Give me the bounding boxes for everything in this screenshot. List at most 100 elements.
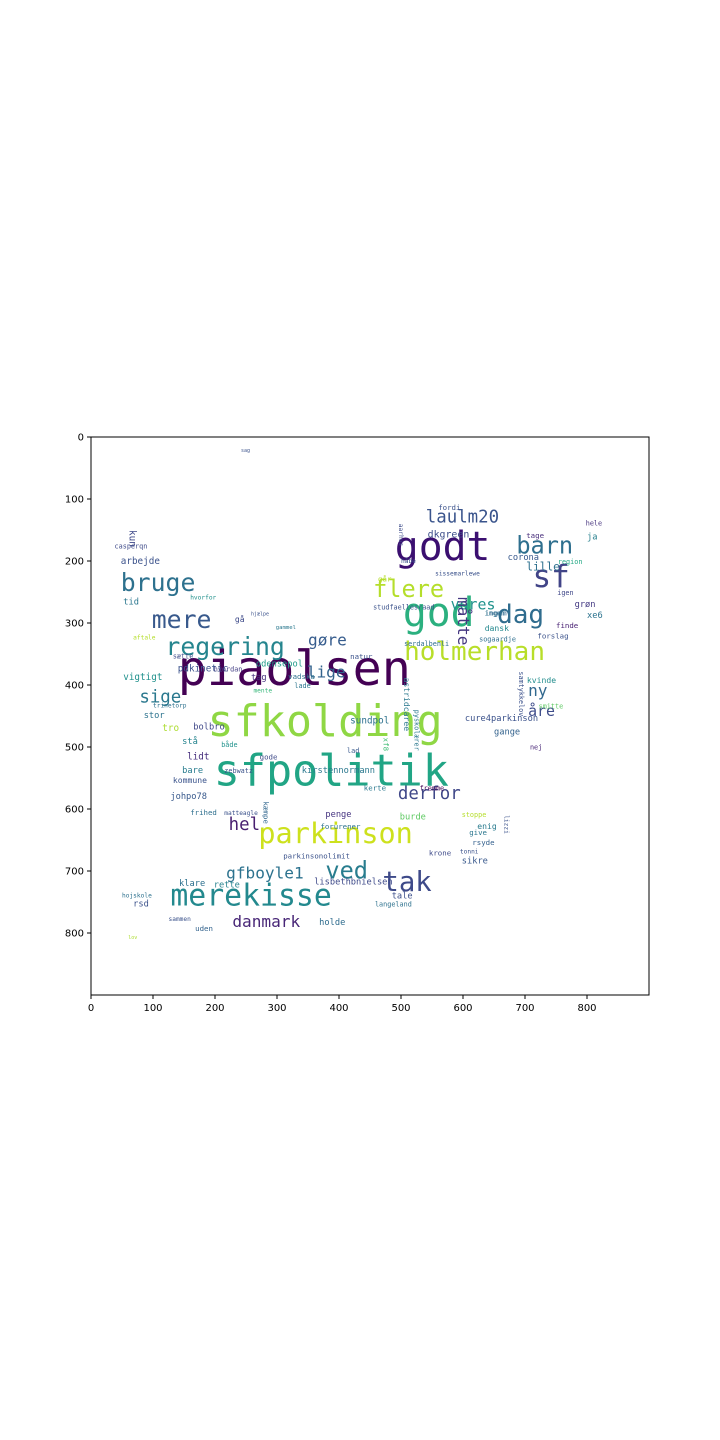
word-40: finde bbox=[556, 621, 579, 630]
word-109: hojskole bbox=[122, 893, 152, 900]
word-66: stor bbox=[144, 711, 165, 721]
word-27: åre bbox=[528, 702, 555, 720]
word-35: fordi bbox=[438, 503, 460, 512]
word-70: lidt bbox=[187, 751, 209, 762]
word-122: tonni bbox=[460, 849, 479, 856]
x-axis-ticks: 0 100 200 300 400 500 600 700 800 bbox=[88, 995, 597, 1014]
word-15: flere bbox=[373, 575, 444, 603]
word-6: parkinson bbox=[258, 817, 412, 850]
word-107: lov bbox=[128, 935, 137, 941]
word-18: laulm20 bbox=[426, 508, 499, 528]
word-96: give bbox=[469, 828, 487, 837]
word-82: gå bbox=[235, 614, 245, 624]
word-32: tage bbox=[526, 531, 544, 540]
x-tick-label-3: 300 bbox=[267, 1003, 286, 1014]
plot-area bbox=[90, 436, 650, 996]
y-tick-label-0: 0 bbox=[78, 433, 84, 444]
word-52: kirstennormann bbox=[302, 766, 375, 776]
word-16: ved bbox=[325, 856, 368, 884]
word-119: sissemarlewe bbox=[435, 570, 480, 577]
word-56: sikre bbox=[462, 857, 488, 867]
word-58: burde bbox=[400, 813, 426, 823]
word-75: rette bbox=[214, 881, 240, 891]
word-48: cure4parkinson bbox=[465, 714, 538, 724]
y-tick-label-7: 700 bbox=[65, 867, 84, 878]
word-10: dag bbox=[497, 600, 544, 630]
word-77: uden bbox=[195, 924, 213, 933]
word-62: vigtigt bbox=[123, 672, 162, 683]
word-46: samtykkelov bbox=[517, 671, 525, 716]
word-92: frihed bbox=[190, 808, 217, 817]
x-tick-label-6: 600 bbox=[453, 1003, 472, 1014]
y-tick-label-4: 400 bbox=[65, 681, 84, 692]
word-33: ja bbox=[587, 532, 597, 542]
word-73: johpo78 bbox=[170, 792, 207, 802]
word-39: igen bbox=[557, 589, 573, 597]
word-103: serdalbenli bbox=[404, 640, 449, 648]
word-64: odensepol bbox=[256, 659, 303, 669]
word-41: forslag bbox=[537, 632, 568, 641]
word-63: pdkinetic bbox=[178, 663, 228, 674]
word-59: penge bbox=[325, 810, 351, 820]
word-74: klare bbox=[179, 879, 205, 889]
word-13: regering bbox=[165, 632, 284, 661]
word-123: lizzi bbox=[503, 815, 510, 834]
word-37: grøn bbox=[575, 600, 596, 610]
word-24: hel bbox=[229, 815, 260, 835]
word-120: astridcaree bbox=[402, 678, 412, 732]
word-22: sige bbox=[139, 687, 181, 707]
word-72: kommune bbox=[173, 775, 207, 785]
y-tick-label-8: 800 bbox=[65, 929, 84, 940]
word-0: piaolsen bbox=[178, 641, 411, 697]
word-71: bare bbox=[182, 766, 203, 776]
word-29: lille bbox=[526, 560, 560, 573]
word-114: hjælpe bbox=[251, 612, 269, 618]
word-12: mere bbox=[152, 605, 212, 634]
word-86: hvordan bbox=[214, 665, 243, 673]
word-4: god bbox=[403, 590, 475, 636]
word-108: sag bbox=[241, 448, 250, 454]
y-axis-ticks: 0 100 200 300 400 500 600 700 800 bbox=[65, 433, 91, 940]
word-85: mente bbox=[253, 687, 272, 694]
word-1: sfkolding bbox=[208, 697, 443, 747]
word-30: dkgreen bbox=[428, 529, 470, 540]
word-112: hvorfor bbox=[190, 594, 216, 601]
y-tick-label-1: 100 bbox=[65, 495, 84, 506]
word-105: ingen bbox=[485, 610, 505, 618]
word-11: barn bbox=[516, 532, 573, 560]
word-67: tro bbox=[162, 723, 179, 734]
word-78: arbejde bbox=[121, 556, 161, 567]
word-42: sogaardje bbox=[479, 636, 516, 644]
word-110: sammen bbox=[169, 916, 192, 923]
x-tick-label-7: 700 bbox=[515, 1003, 534, 1014]
word-104: studfaellesraad bbox=[373, 603, 434, 611]
word-34: hele bbox=[586, 520, 602, 528]
word-116: aarhus bbox=[397, 524, 404, 547]
x-tick-label-4: 400 bbox=[329, 1003, 348, 1014]
word-97: langeland bbox=[375, 900, 412, 908]
y-tick-label-2: 200 bbox=[65, 557, 84, 568]
word-44: ingen bbox=[485, 609, 507, 618]
word-118: går bbox=[378, 574, 392, 583]
word-57: enig bbox=[477, 821, 497, 831]
word-76: rsd bbox=[133, 899, 149, 909]
word-2: sfpolitik bbox=[214, 746, 449, 796]
x-tick-label-0: 0 bbox=[88, 1003, 94, 1014]
word-113: gammel bbox=[276, 625, 296, 631]
word-43: dansk bbox=[485, 623, 509, 633]
word-121: xf8 bbox=[382, 738, 391, 751]
word-23: vores bbox=[451, 595, 496, 613]
x-tick-label-1: 100 bbox=[143, 1003, 162, 1014]
y-tick-label-5: 500 bbox=[65, 743, 84, 754]
word-115: pyskolærer bbox=[413, 710, 421, 751]
word-51: sundpol bbox=[350, 715, 389, 726]
word-68: bolbro bbox=[193, 723, 224, 733]
word-81: casperqn bbox=[115, 543, 148, 551]
y-tick-label-6: 600 bbox=[65, 805, 84, 816]
word-84: lade bbox=[294, 682, 310, 690]
word-60: forurener bbox=[320, 822, 361, 831]
word-94: krone bbox=[429, 849, 452, 858]
word-95: rsyde bbox=[472, 838, 495, 847]
